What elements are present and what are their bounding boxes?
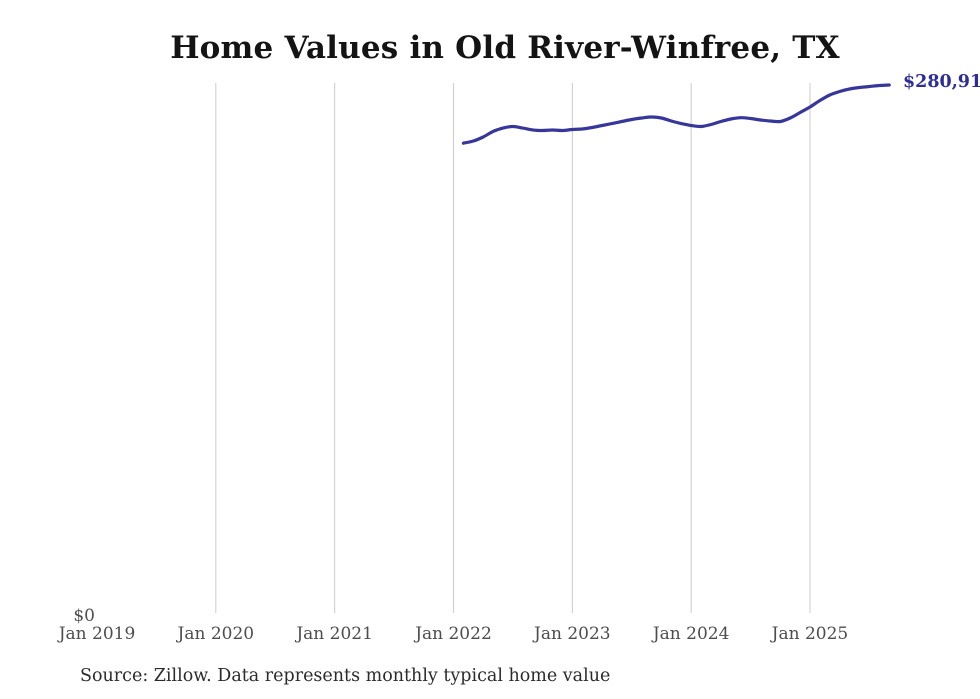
x-axis-label: Jan 2021 xyxy=(296,624,373,644)
y-zero-label: $0 xyxy=(73,606,95,626)
x-axis-label: Jan 2025 xyxy=(771,624,849,644)
x-axis-label: Jan 2020 xyxy=(177,624,255,644)
end-value-label: $280,912 xyxy=(903,72,980,92)
x-axis-label: Jan 2023 xyxy=(534,624,611,644)
chart-title: Home Values in Old River-Winfree, TX xyxy=(170,30,840,66)
x-axis-label: Jan 2022 xyxy=(415,624,492,644)
home-value-line xyxy=(461,83,891,145)
x-axis-label: Jan 2024 xyxy=(652,624,730,644)
x-axis-label: Jan 2019 xyxy=(58,624,136,644)
source-note: Source: Zillow. Data represents monthly … xyxy=(80,666,611,686)
